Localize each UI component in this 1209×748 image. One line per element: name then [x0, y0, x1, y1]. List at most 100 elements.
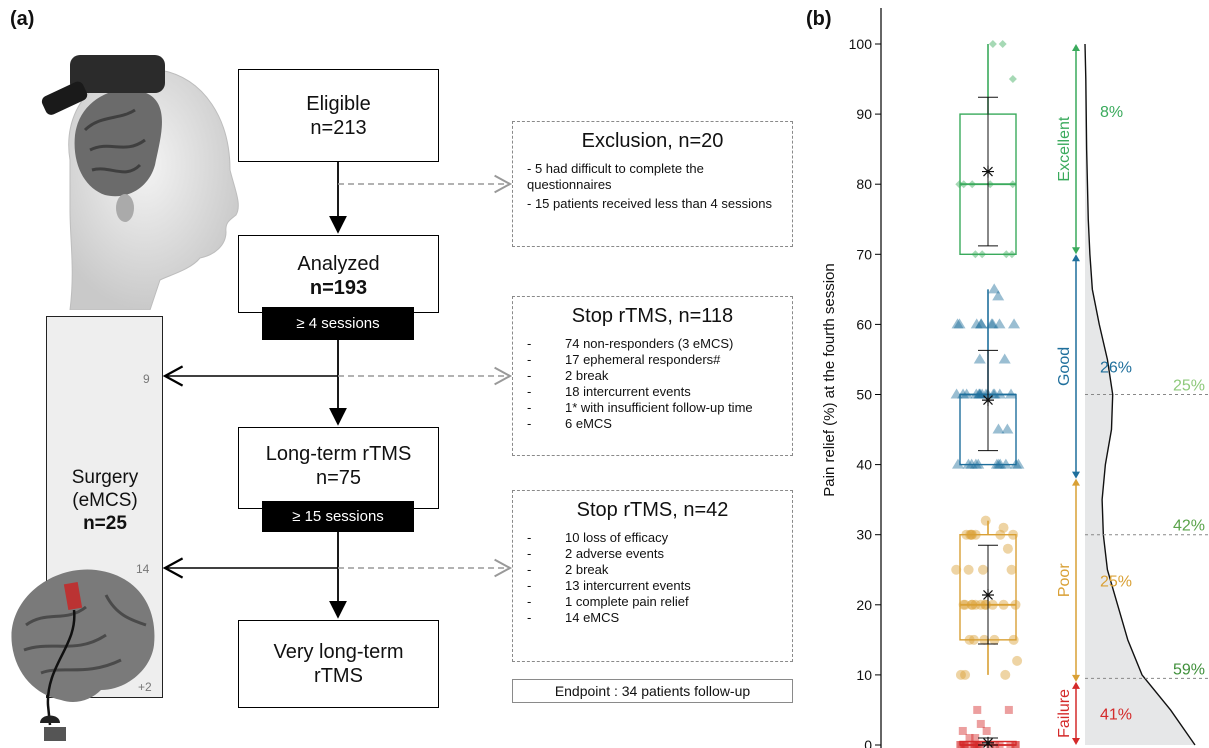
data-point	[962, 458, 975, 469]
data-point	[965, 458, 978, 469]
arrow-head	[1072, 471, 1080, 479]
data-point	[994, 458, 1007, 469]
verylong-subtitle: rTMS	[314, 665, 363, 687]
electrode-icon	[63, 581, 83, 611]
list-item: 2 break	[527, 562, 778, 578]
analyzed-title: Analyzed	[297, 253, 380, 275]
arrow-head	[1072, 247, 1080, 255]
data-point	[990, 458, 1003, 469]
data-point	[1005, 388, 1018, 399]
longterm-box: Long-term rTMS n=75	[238, 427, 439, 509]
category-label: Excellent	[1056, 116, 1073, 181]
data-point	[963, 564, 974, 575]
mean-marker	[982, 165, 994, 178]
data-point	[1012, 458, 1025, 469]
category-label: Failure	[1056, 689, 1073, 738]
data-point	[987, 388, 1000, 399]
y-tick-label: 20	[856, 597, 872, 613]
data-point	[970, 318, 983, 329]
mean-marker	[982, 394, 994, 407]
flow-arrows	[162, 162, 513, 619]
head-illustration	[41, 55, 239, 310]
surgery-line1: Surgery	[71, 467, 139, 488]
y-tick-label: 60	[856, 316, 872, 332]
data-point	[960, 388, 973, 399]
longterm-count: n=75	[315, 467, 362, 489]
arrow-head	[1072, 478, 1080, 486]
data-point	[973, 353, 986, 364]
data-point	[976, 719, 985, 728]
sessions-badge-15: ≥ 15 sessions	[262, 501, 414, 532]
category-percent: 41%	[1100, 706, 1132, 723]
data-point	[955, 669, 966, 680]
data-point	[980, 515, 991, 526]
list-item: - 15 patients received less than 4 sessi…	[527, 196, 772, 211]
data-point	[988, 40, 997, 48]
y-tick-label: 40	[856, 457, 872, 473]
category-label: Good	[1056, 347, 1073, 386]
brain-electrode-illustration	[11, 569, 155, 741]
list-item: 13 intercurrent events	[527, 578, 778, 594]
stop1-title: Stop rTMS, n=118	[571, 305, 734, 327]
data-point	[953, 318, 966, 329]
y-tick-label: 30	[856, 527, 872, 543]
data-point	[992, 290, 1005, 301]
data-point	[965, 733, 974, 742]
cumulative-label: 25%	[1173, 378, 1205, 395]
arrow-head	[1072, 44, 1080, 51]
analyzed-box: Analyzed n=193	[238, 235, 439, 313]
data-point	[979, 388, 992, 399]
y-tick-label: 100	[849, 36, 873, 52]
data-point	[974, 388, 987, 399]
eligible-box: Eligible n=213	[238, 69, 439, 162]
data-point	[986, 318, 999, 329]
data-point	[969, 458, 982, 469]
exclusion-box: Exclusion, n=20 - 5 had difficult to com…	[512, 121, 793, 247]
data-point	[1000, 669, 1011, 680]
data-point	[999, 458, 1012, 469]
surgery-line2: (eMCS)	[72, 490, 138, 511]
stop-rtms-42-box: Stop rTMS, n=42 10 loss of efficacy 2 ad…	[512, 490, 793, 662]
category-percent: 25%	[1100, 573, 1132, 590]
y-axis-label: Pain relief (%) at the fourth session	[821, 263, 838, 496]
data-point	[976, 388, 989, 399]
data-point	[951, 564, 962, 575]
data-point	[1006, 564, 1017, 575]
surgery-count-9: 9	[143, 372, 150, 386]
density-curve	[1084, 43, 1196, 746]
longterm-title: Long-term rTMS	[265, 443, 412, 465]
density-area	[1085, 44, 1195, 745]
eligible-title: Eligible	[306, 92, 371, 115]
data-point	[993, 388, 1006, 399]
list-item: 1 complete pain relief	[527, 594, 778, 610]
list-item: 14 eMCS	[527, 610, 778, 626]
data-point	[975, 318, 988, 329]
list-item: 6 eMCS	[527, 416, 778, 432]
surgery-count-14: 14	[136, 562, 150, 576]
data-point	[975, 318, 988, 329]
list-item: 18 intercurrent events	[527, 384, 778, 400]
data-point	[951, 458, 964, 469]
data-point	[977, 564, 988, 575]
data-point	[972, 388, 985, 399]
data-point	[973, 705, 982, 714]
data-point	[988, 283, 1001, 294]
data-point	[960, 669, 971, 680]
arrow-head	[1072, 681, 1080, 689]
data-point	[1008, 75, 1017, 84]
data-point	[958, 726, 967, 735]
data-point	[951, 318, 964, 329]
surgery-count: n=25	[83, 513, 127, 534]
data-point	[1001, 423, 1014, 434]
panel-a-label: (a)	[10, 8, 35, 30]
y-tick-label: 80	[856, 176, 872, 192]
verylong-box: Very long-term rTMS	[238, 620, 439, 708]
list-item: - 5 had difficult to complete the questi…	[527, 161, 704, 192]
analyzed-count: n=193	[309, 277, 368, 299]
eligible-count: n=213	[310, 116, 367, 139]
mean-marker	[982, 588, 994, 601]
data-point	[993, 318, 1006, 329]
data-point	[1002, 543, 1013, 554]
surgery-count-plus2: +2	[138, 680, 152, 694]
data-point	[971, 733, 980, 742]
